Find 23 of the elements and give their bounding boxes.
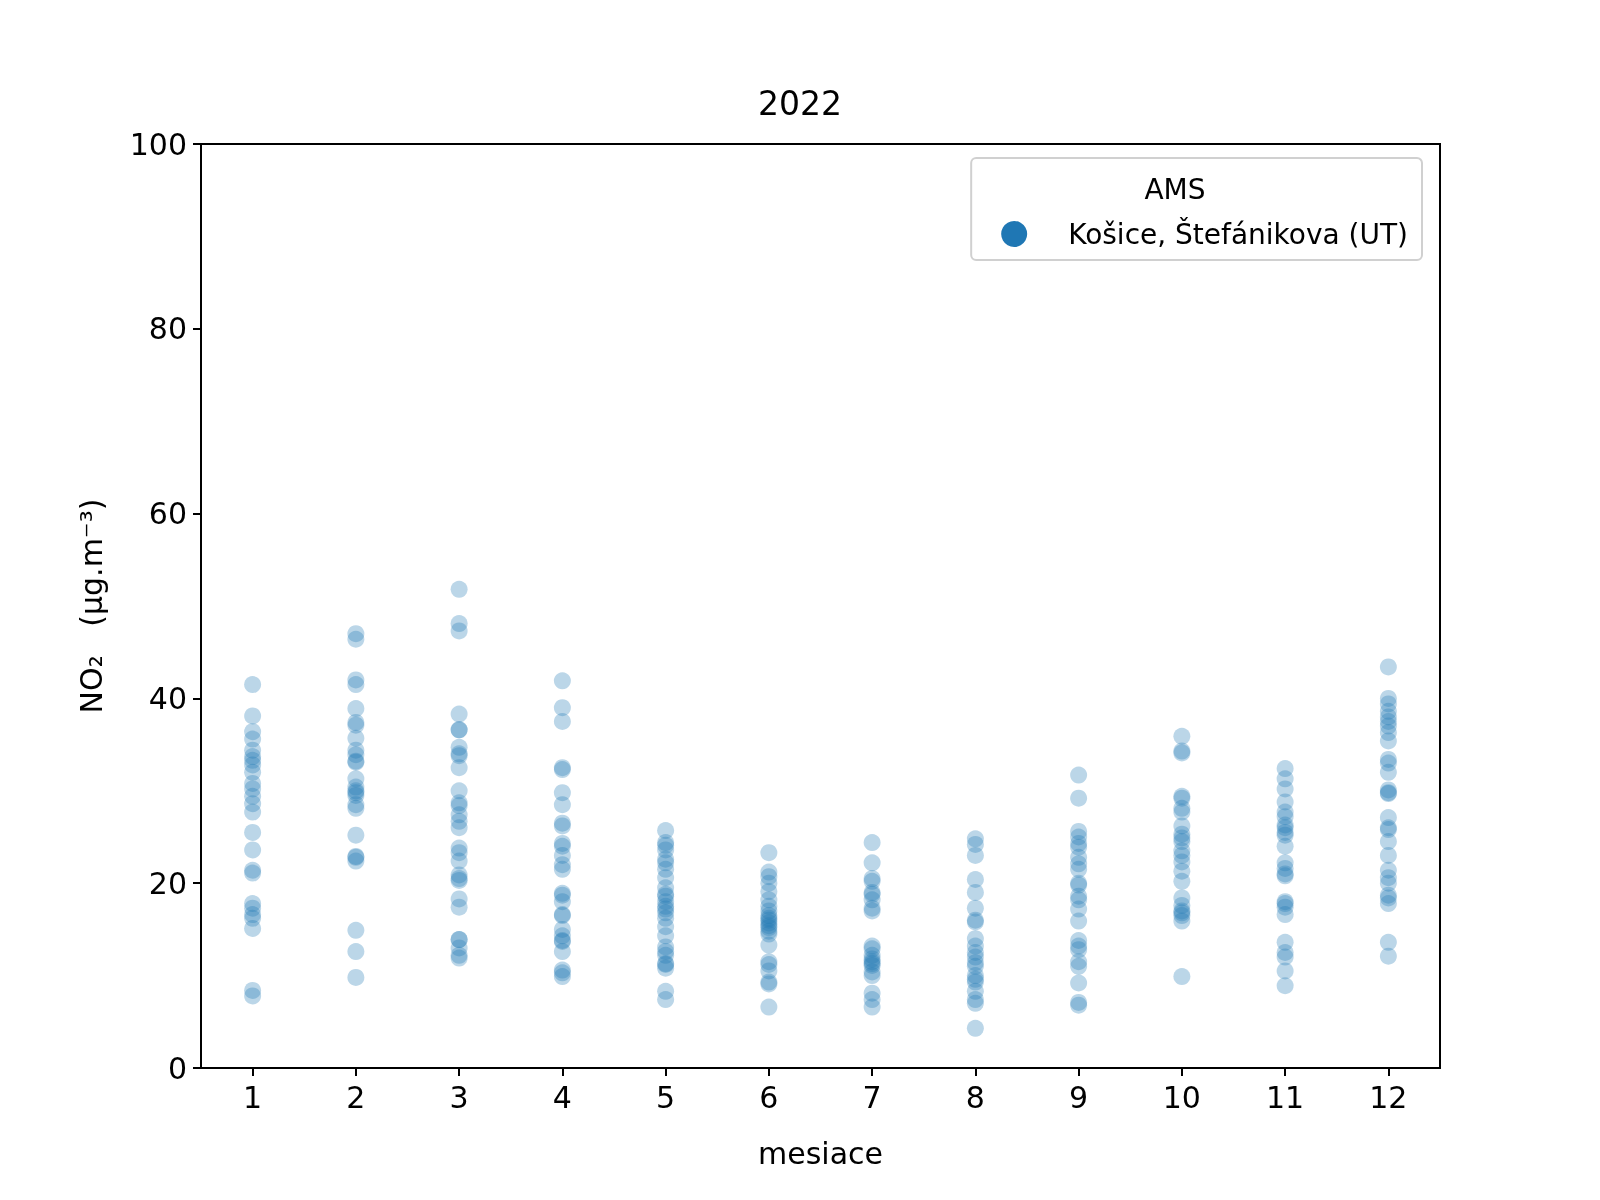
x-tick-label: 5 — [656, 1079, 676, 1115]
y-tick-label: 0 — [167, 1050, 187, 1086]
x-tick-label: 8 — [965, 1079, 985, 1115]
y-tick-label: 100 — [129, 126, 187, 162]
x-tick-label: 11 — [1266, 1079, 1305, 1115]
x-tick-label: 9 — [1069, 1079, 1089, 1115]
x-tick-label: 10 — [1162, 1079, 1201, 1115]
y-axis-title: NO₂ (μg.m⁻³) — [73, 498, 109, 714]
x-tick-label: 1 — [243, 1079, 263, 1115]
x-tick-label: 6 — [759, 1079, 779, 1115]
x-tick-label: 3 — [449, 1079, 469, 1115]
legend-label: Košice, Štefánikova (UT) — [1068, 216, 1408, 251]
x-tick-label: 4 — [552, 1079, 572, 1115]
y-tick-label: 20 — [148, 865, 187, 901]
chart-title: 2022 — [758, 84, 842, 123]
x-tick-label: 7 — [862, 1079, 882, 1115]
x-tick-label: 2 — [346, 1079, 366, 1115]
x-axis-title: mesiace — [758, 1135, 883, 1171]
y-tick-label: 60 — [148, 496, 187, 532]
x-tick-label: 12 — [1369, 1079, 1408, 1115]
y-tick-label: 40 — [148, 680, 187, 716]
legend-title: AMS — [1144, 172, 1206, 206]
y-tick-label: 80 — [148, 311, 187, 347]
